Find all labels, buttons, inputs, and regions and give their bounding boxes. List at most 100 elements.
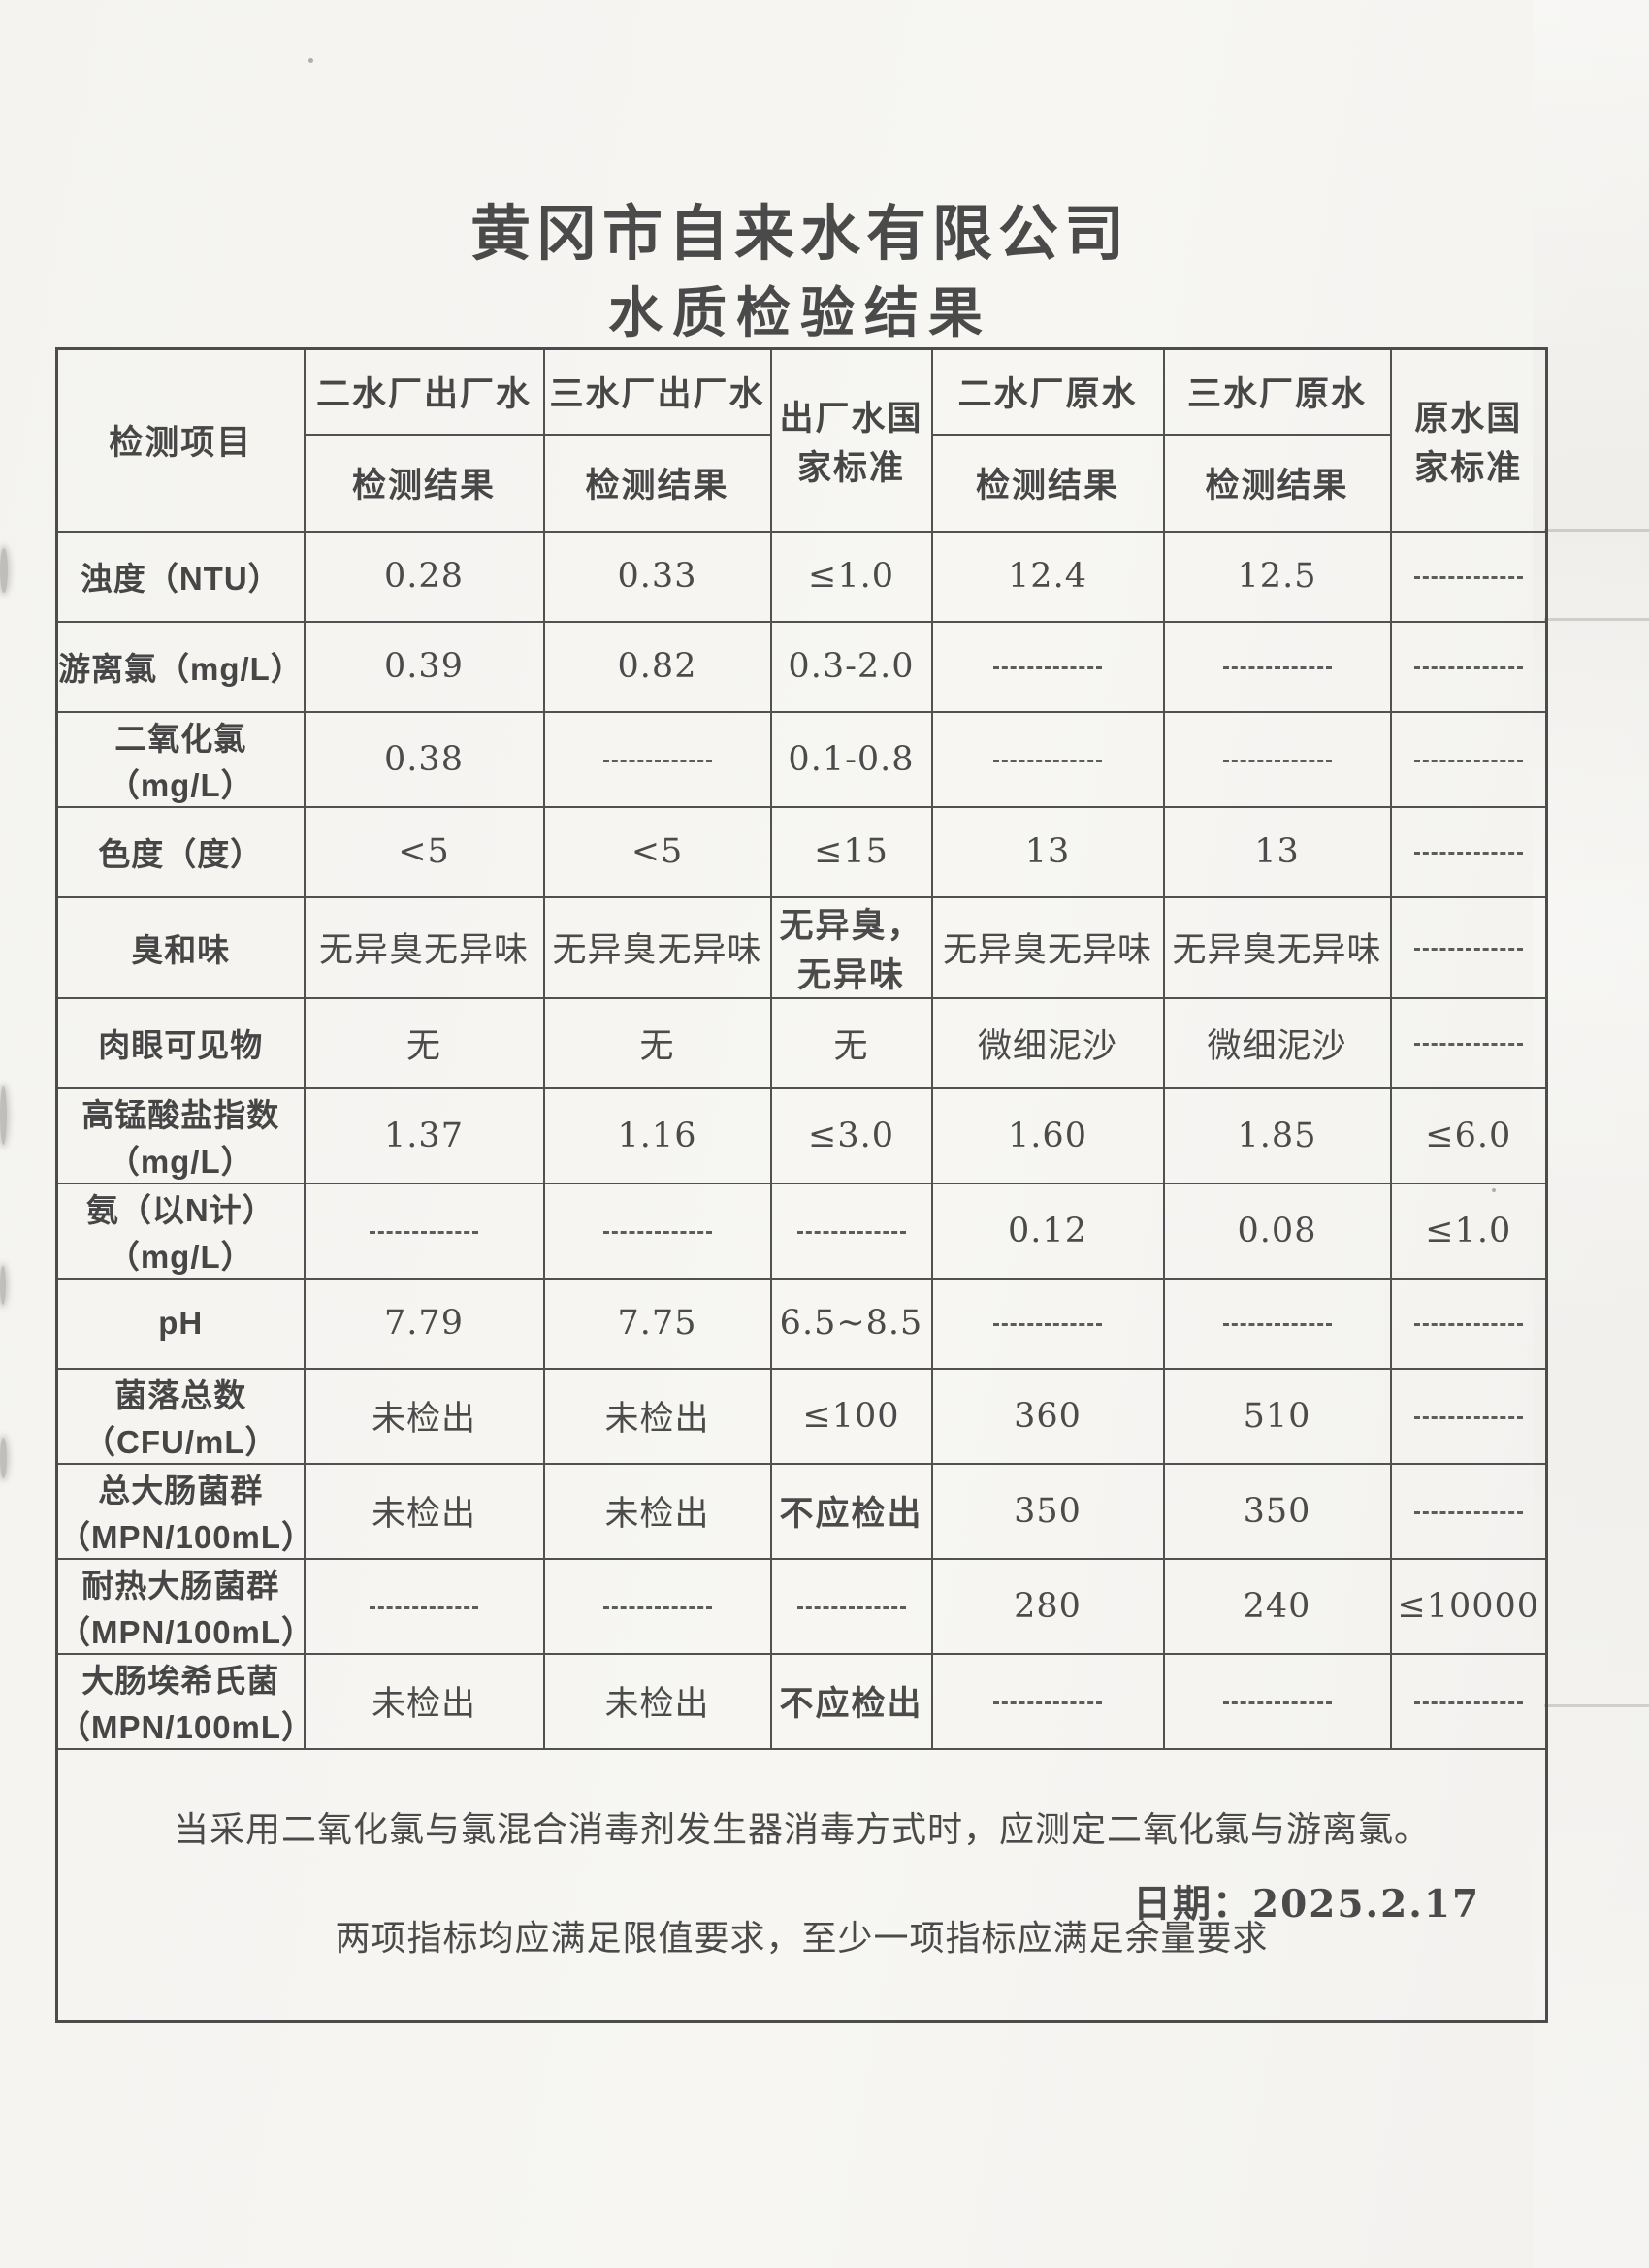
- value-cell: 未检出: [542, 1462, 772, 1560]
- header-row-results: 检测结果 检测结果 检测结果 检测结果: [57, 433, 1547, 533]
- no-value-dash: [602, 1230, 712, 1234]
- value-cell: 1.60: [930, 1086, 1165, 1184]
- table-row: 高锰酸盐指数 （mg/L） 1.37 1.16 ≤3.0 1.60 1.85 ≤6.0: [55, 1086, 1548, 1184]
- value-cell: 0.39: [303, 620, 545, 713]
- value-cell: 无异臭无异味: [542, 895, 772, 999]
- row-label: pH: [55, 1277, 306, 1370]
- scan-artifact-speck: [308, 58, 313, 63]
- header-plant3-finished: 三水厂出厂水: [542, 347, 772, 436]
- value-cell: [930, 1277, 1165, 1370]
- value-cell: 未检出: [542, 1652, 772, 1750]
- value-cell: ≤100: [769, 1367, 933, 1465]
- value-cell: 无异臭无异味: [1162, 895, 1392, 999]
- value-cell: 不应检出: [769, 1652, 933, 1750]
- value-cell: 无: [769, 996, 933, 1089]
- value-cell: [930, 710, 1165, 808]
- no-value-dash: [1413, 1323, 1523, 1326]
- row-label: 臭和味: [55, 895, 306, 999]
- value-cell: 无异臭无异味: [303, 895, 545, 999]
- no-value-dash: [1222, 1701, 1332, 1704]
- value-cell: 不应检出: [769, 1462, 933, 1560]
- value-cell: 未检出: [303, 1652, 545, 1750]
- scan-artifact-smudge: [0, 1266, 6, 1305]
- value-cell: 无异臭无异味: [930, 895, 1165, 999]
- value-cell: 无异臭， 无异味: [769, 895, 933, 999]
- value-cell: 未检出: [303, 1462, 545, 1560]
- header-result-label: 检测结果: [303, 433, 545, 533]
- no-value-dash: [796, 1605, 906, 1609]
- header-item-col: 检测项目: [55, 347, 306, 533]
- value-cell: 0.33: [542, 530, 772, 623]
- value-cell: [542, 1557, 772, 1655]
- header-row-groups: 检测项目 二水厂出厂水 三水厂出厂水 出厂水国 家标准 二水厂原水 三水厂原水 …: [55, 347, 1548, 533]
- no-value-dash: [993, 1701, 1102, 1704]
- row-label: 高锰酸盐指数 （mg/L）: [55, 1086, 306, 1184]
- value-cell: [930, 1652, 1165, 1750]
- value-cell: 1.37: [303, 1086, 545, 1184]
- row-label: 耐热大肠菌群 （MPN/100mL）: [55, 1557, 306, 1655]
- value-cell: 0.1-0.8: [769, 710, 933, 808]
- header-finished-standard: 出厂水国 家标准: [769, 347, 933, 533]
- value-cell: 0.08: [1162, 1182, 1392, 1280]
- value-cell: [542, 710, 772, 808]
- value-cell: 510: [1162, 1367, 1392, 1465]
- row-label: 游离氯（mg/L）: [55, 620, 306, 713]
- no-value-dash: [1413, 1415, 1523, 1419]
- value-cell: [542, 1182, 772, 1280]
- value-cell: 0.28: [303, 530, 545, 623]
- table-row: 肉眼可见物无无无微细泥沙 微细泥沙: [55, 996, 1548, 1089]
- value-cell: [1389, 620, 1548, 713]
- value-cell: 12.4: [930, 530, 1165, 623]
- value-cell: 6.5~8.5: [769, 1277, 933, 1370]
- scan-artifact-smudge: [0, 1086, 7, 1145]
- value-cell: 微细泥沙: [930, 996, 1165, 1089]
- value-cell: 240: [1162, 1557, 1392, 1655]
- value-cell: [1389, 1367, 1548, 1465]
- no-value-dash: [1413, 759, 1523, 762]
- value-cell: 0.82: [542, 620, 772, 713]
- water-quality-table: 检测项目 二水厂出厂水 三水厂出厂水 出厂水国 家标准 二水厂原水 三水厂原水 …: [55, 347, 1548, 2024]
- header-result-label: 检测结果: [930, 433, 1165, 533]
- value-cell: [1389, 996, 1548, 1089]
- value-cell: 未检出: [542, 1367, 772, 1465]
- value-cell: 360: [930, 1367, 1165, 1465]
- value-cell: 7.79: [303, 1277, 545, 1370]
- value-cell: [1162, 1277, 1392, 1370]
- header-plant2-finished: 二水厂出厂水: [303, 347, 545, 436]
- value-cell: [1389, 1462, 1548, 1560]
- note-line-1: 当采用二氧化氯与氯混合消毒剂发生器消毒方式时，应测定二氧化氯与游离氯。: [173, 1810, 1430, 1851]
- scan-artifact-smudge: [0, 548, 8, 593]
- header-plant3-raw: 三水厂原水: [1162, 347, 1392, 436]
- row-label: 氨（以N计） （mg/L）: [55, 1182, 306, 1280]
- no-value-dash: [1222, 666, 1332, 669]
- scan-artifact-smudge: [0, 1438, 7, 1478]
- value-cell: 7.75: [542, 1277, 772, 1370]
- no-value-dash: [370, 1230, 478, 1234]
- value-cell: <5: [303, 805, 545, 898]
- value-cell: 350: [1162, 1462, 1392, 1560]
- value-cell: <5: [542, 805, 772, 898]
- header-result-label: 检测结果: [1162, 433, 1392, 533]
- value-cell: 13: [930, 805, 1165, 898]
- header-raw-standard: 原水国 家标准: [1389, 347, 1548, 533]
- note-cell: 当采用二氧化氯与氯混合消毒剂发生器消毒方式时，应测定二氧化氯与游离氯。 两项指标…: [55, 1747, 1548, 2023]
- value-cell: 0.12: [930, 1182, 1165, 1280]
- scan-artifact-line: [1544, 618, 1649, 621]
- company-title: 黄冈市自来水有限公司: [469, 201, 1130, 268]
- no-value-dash: [993, 666, 1102, 669]
- row-label: 菌落总数 （CFU/mL）: [55, 1367, 306, 1465]
- table-row: 臭和味 无异臭无异味 无异臭无异味 无异臭， 无异味 无异臭无异味 无异臭无异味: [55, 895, 1548, 999]
- value-cell: 未检出: [303, 1367, 545, 1465]
- no-value-dash: [1413, 1043, 1523, 1046]
- no-value-dash: [1413, 1510, 1523, 1514]
- value-cell: ≤15: [769, 805, 933, 898]
- report-title: 水质检验结果: [608, 282, 992, 343]
- value-cell: ≤3.0: [769, 1086, 933, 1184]
- no-value-dash: [1413, 666, 1523, 669]
- row-label: 色度（度）: [55, 805, 306, 898]
- table-row: 氨（以N计） （mg/L） 0.12 0.08 ≤1.0: [55, 1182, 1548, 1280]
- value-cell: [769, 1557, 933, 1655]
- value-cell: ≤1.0: [1389, 1182, 1548, 1280]
- no-value-dash: [993, 1323, 1102, 1326]
